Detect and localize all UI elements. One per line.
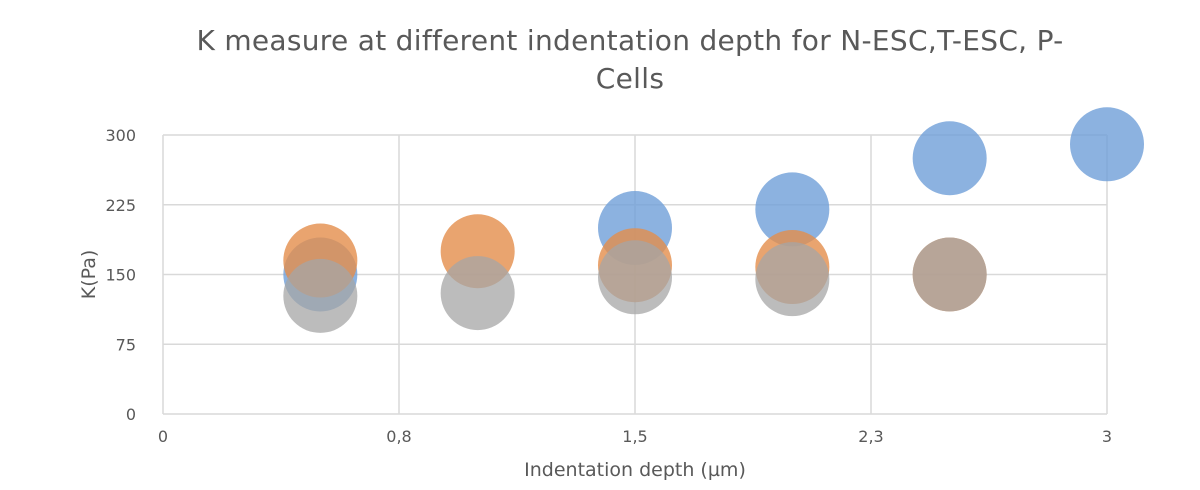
y-tick-label: 225 <box>105 196 136 215</box>
data-points <box>283 107 1144 333</box>
y-tick-label: 0 <box>126 405 136 424</box>
data-point <box>440 256 515 331</box>
data-point <box>598 240 672 315</box>
data-point <box>1070 107 1144 182</box>
x-tick-label: 0,8 <box>386 427 411 446</box>
chart-title: K measure at different indentation depth… <box>0 22 1200 98</box>
series-1 <box>283 107 1144 312</box>
data-point <box>912 121 987 196</box>
y-axis-label: K(Pa) <box>78 250 100 300</box>
x-tick-label: 0 <box>158 427 168 446</box>
series-3 <box>283 237 987 333</box>
data-point <box>755 172 830 247</box>
y-tick-label: 300 <box>105 126 136 145</box>
y-tick-label: 75 <box>116 335 136 354</box>
x-tick-label: 2,3 <box>858 427 883 446</box>
data-point <box>755 242 830 317</box>
y-tick-label: 150 <box>105 266 136 285</box>
x-tick-label: 3 <box>1102 427 1112 446</box>
chart-title-line-1: K measure at different indentation depth… <box>196 24 1064 57</box>
x-tick-label: 1,5 <box>622 427 647 446</box>
x-axis-label: Indentation depth (µm) <box>524 459 746 481</box>
data-point <box>283 258 358 333</box>
chart-title-line-2: Cells <box>595 62 665 95</box>
data-point <box>912 237 987 312</box>
tick-labels: 0 75 150 225 300 0 0,8 1,5 2,3 3 <box>105 126 1112 446</box>
